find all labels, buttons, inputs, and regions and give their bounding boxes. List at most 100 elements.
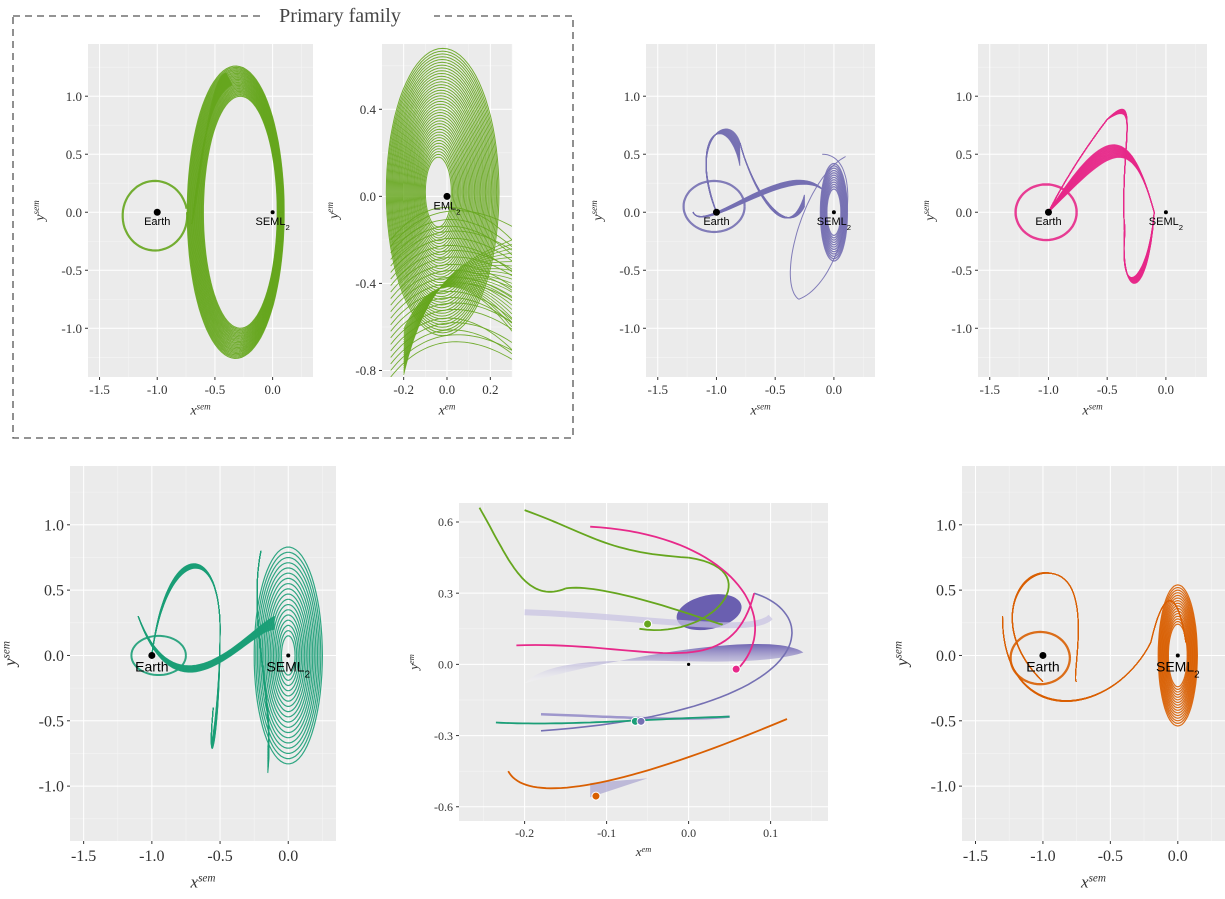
x-axis-label: xsem: [190, 872, 216, 891]
libration-point-marker: [286, 653, 291, 658]
trajectory-line: [424, 156, 452, 228]
libration-point-label: SEML2: [255, 216, 289, 232]
trajectory-group: [478, 507, 804, 801]
trajectory-line: [390, 237, 512, 273]
trajectory-line: [1167, 623, 1188, 688]
trajectory-line: [1009, 630, 1072, 686]
earth-label: Earth: [703, 216, 729, 228]
trajectory-line: [416, 134, 462, 250]
trajectory-line: [277, 624, 299, 687]
y-tick-label: 0.0: [360, 189, 376, 204]
earth-label: Earth: [1035, 216, 1061, 228]
x-tick-label: -0.5: [205, 382, 226, 397]
trajectory-line: [410, 117, 469, 267]
y-tick-label: 0.5: [44, 583, 64, 600]
x-tick-label: -1.0: [139, 848, 164, 865]
y-axis-label-sup: em: [407, 654, 416, 664]
trajectory-line: [421, 148, 456, 236]
x-tick-label: -0.5: [1097, 382, 1118, 397]
purple-outer-curve: [540, 592, 793, 732]
trajectory-line: [408, 111, 472, 273]
x-tick-label: 0.0: [1158, 382, 1174, 397]
panel-sem-green: -1.5 -1.0 -0.5 0.0 1.0 0.5 0.0 -0.5 -1.0 xsem ysem…: [31, 44, 313, 419]
x-tick-label: -0.2: [515, 826, 534, 840]
y-axis-label: ysem: [1, 641, 20, 668]
trajectory-line: [390, 276, 512, 312]
trajectory-line: [819, 162, 849, 262]
y-axis-label-sup: sem: [1, 641, 13, 658]
trajectory-line: [413, 125, 466, 259]
trajectory-line: [422, 151, 455, 233]
trajectory-line: [1164, 610, 1192, 701]
x-tick-label: -1.0: [706, 382, 727, 397]
trajectory-line: [1048, 144, 1155, 213]
trajectory-line: [259, 567, 317, 744]
y-tick-label: -1.0: [931, 779, 956, 796]
trajectory-line: [390, 317, 512, 352]
trajectory-line: [210, 629, 221, 750]
x-axis-label-sup: sem: [1089, 402, 1104, 412]
y-tick-label: -0.5: [951, 263, 972, 278]
panel-background: [459, 503, 828, 821]
x-tick-label: -1.5: [71, 848, 96, 865]
panel-sem-orange: -1.5 -1.0 -0.5 0.0 1.0 0.5 0.0 -0.5 -1.0 xsem ysem…: [893, 466, 1225, 891]
trajectory-line: [390, 329, 512, 365]
trajectory-line: [390, 269, 512, 306]
trajectory-line: [789, 156, 846, 300]
trajectory-group: [130, 546, 323, 774]
trajectory-line: [385, 47, 500, 337]
trajectory-line: [269, 598, 307, 713]
trajectory-line: [272, 609, 304, 702]
y-axis-label: ysem: [893, 641, 912, 668]
x-axis-label-sup: em: [642, 844, 652, 853]
branch-curve: [516, 592, 756, 654]
trajectory-line: [390, 297, 512, 332]
libration-point-marker: [443, 192, 451, 200]
panel-sem-pink: -1.5 -1.0 -0.5 0.0 1.0 0.5 0.0 -0.5 -1.0 xsem ysem…: [921, 44, 1207, 419]
y-tick-label: 0.0: [438, 658, 453, 672]
trajectory-line: [186, 65, 285, 359]
libration-point-marker: [270, 210, 275, 215]
purple-band: [524, 644, 804, 684]
trajectory-line: [798, 153, 849, 300]
libration-point-marker: [831, 210, 836, 215]
primary-family-title-bg: [262, 4, 434, 30]
branch-curve: [495, 715, 730, 725]
x-axis-label-sup: sem: [198, 872, 215, 884]
x-axis-label-sup: sem: [197, 402, 212, 412]
trajectory-line: [388, 56, 496, 328]
x-tick-label: -0.1: [597, 826, 616, 840]
panel-sem-purple: -1.5 -1.0 -0.5 0.0 1.0 0.5 0.0 -0.5 -1.0 xsem ysem…: [589, 44, 875, 419]
x-axis-label-sup: em: [445, 402, 456, 412]
y-axis-label-sup: sem: [921, 200, 931, 215]
y-tick-label: -0.3: [434, 729, 453, 743]
trajectory-line: [396, 78, 487, 306]
x-tick-label: 0.1: [763, 826, 778, 840]
trajectory-line: [390, 206, 512, 241]
trajectory-line: [1165, 612, 1191, 698]
origin-dot: [687, 662, 691, 666]
trajectory-line: [1160, 597, 1195, 714]
x-axis-label-sup: sem: [757, 402, 772, 412]
libration-point-subscript: 2: [847, 223, 851, 232]
x-tick-label: -1.5: [979, 382, 1000, 397]
x-axis-label: xem: [635, 844, 652, 859]
trajectory-line: [266, 588, 311, 723]
trajectory-line: [423, 153, 454, 231]
y-tick-label: -1.0: [951, 321, 972, 336]
x-tick-label: 0.0: [278, 848, 298, 865]
x-tick-label: -1.0: [1038, 382, 1059, 397]
y-axis-label: ysem: [31, 200, 48, 223]
x-tick-label: -1.5: [963, 848, 988, 865]
y-axis-label: ysem: [589, 200, 606, 223]
trajectory-group: [385, 47, 512, 377]
trajectory-line: [258, 562, 319, 749]
trajectory-line: [739, 142, 805, 219]
trajectory-line: [398, 84, 484, 300]
branch-marker: [591, 791, 601, 801]
trajectory-line: [1123, 212, 1155, 284]
trajectory-line: [390, 334, 512, 371]
y-tick-label: 0.5: [936, 583, 956, 600]
trajectory-line: [692, 179, 823, 218]
